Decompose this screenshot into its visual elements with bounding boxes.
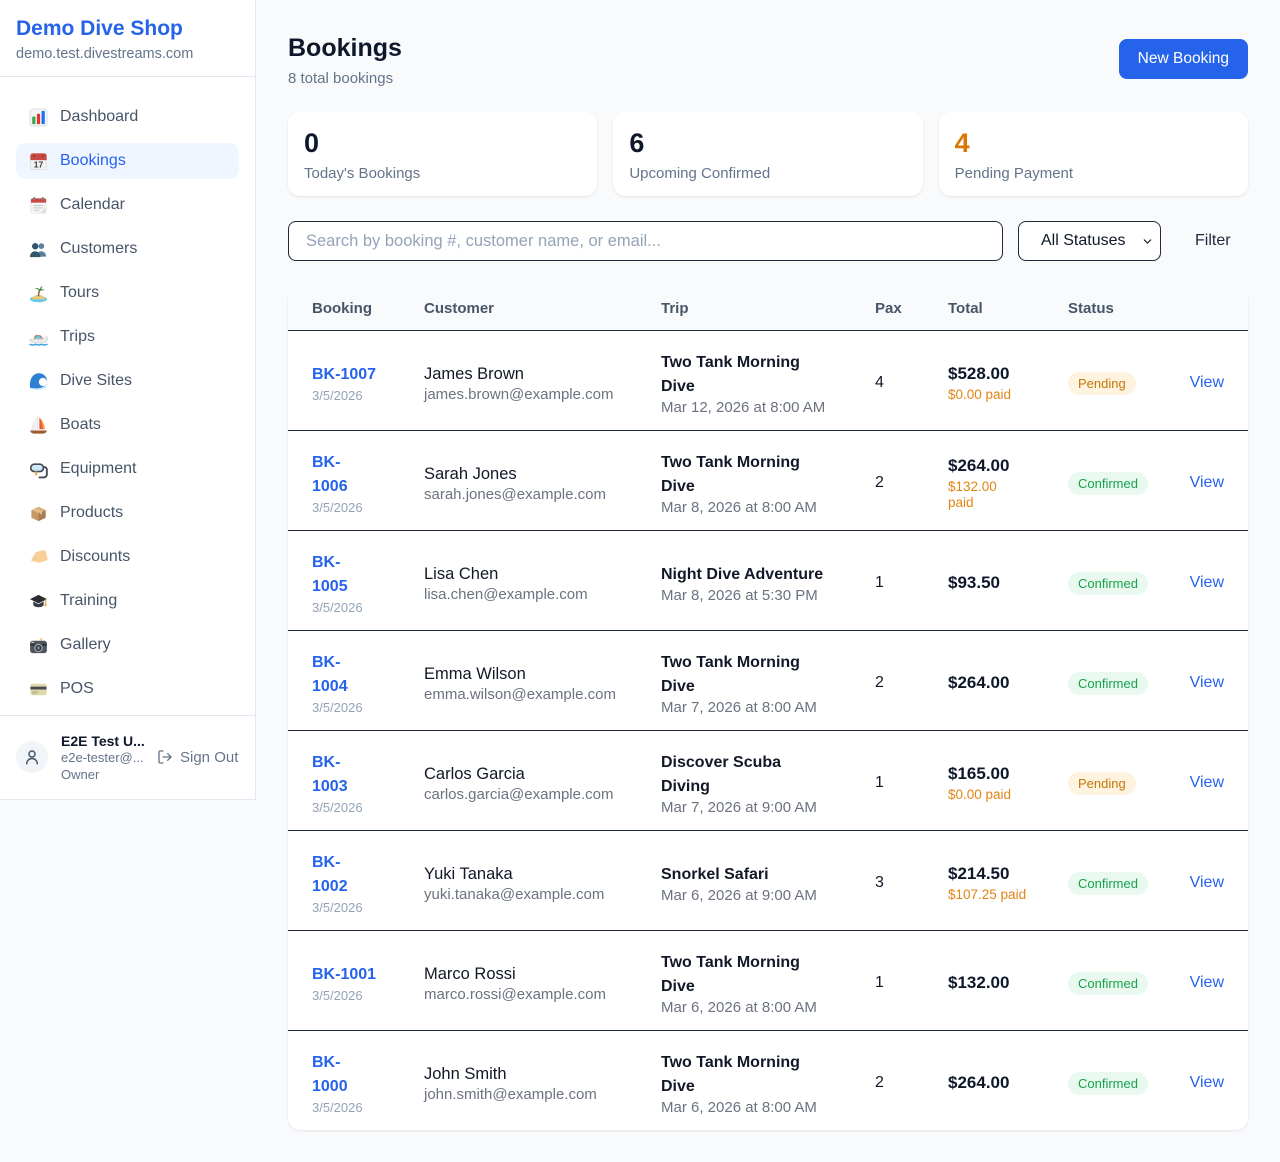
svg-text:17: 17 [33, 159, 43, 169]
